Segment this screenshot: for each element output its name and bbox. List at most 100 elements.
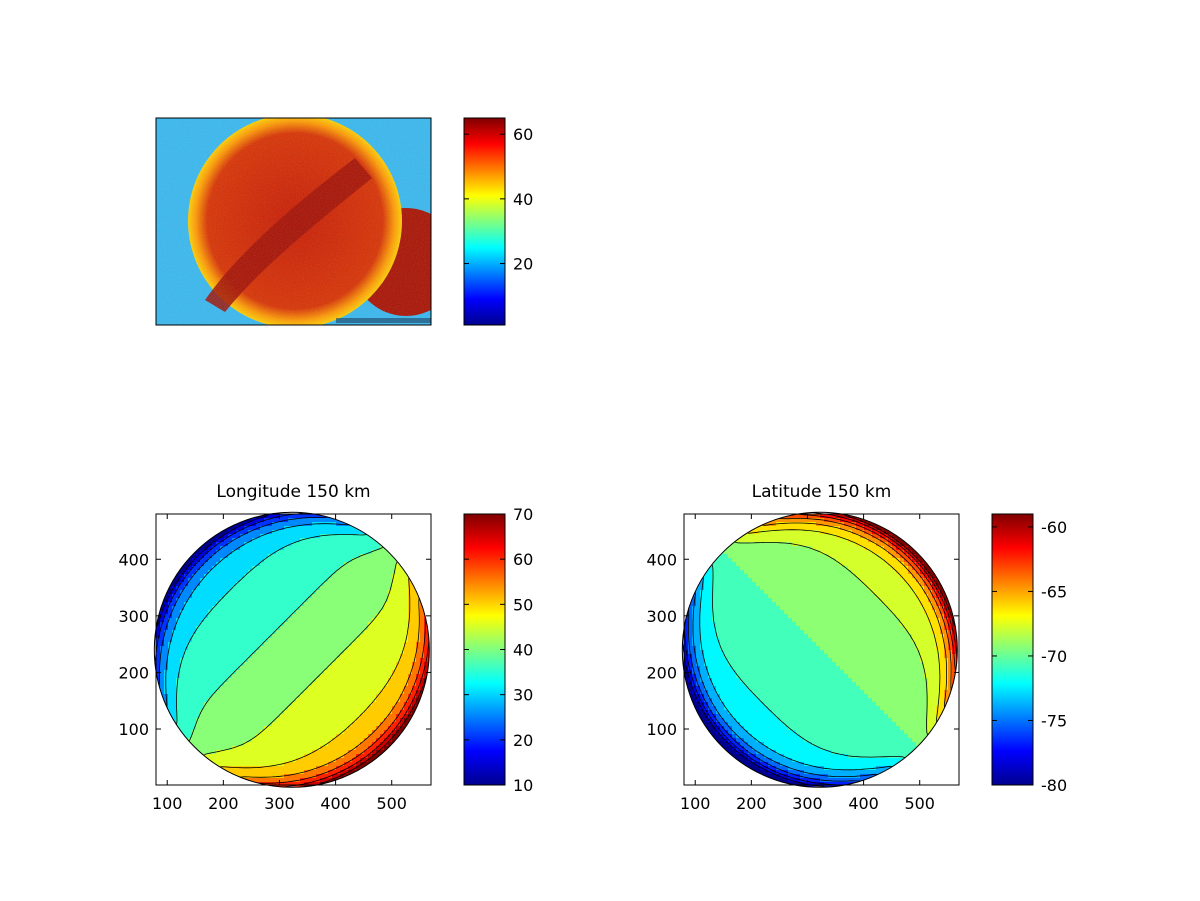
contour-cell: [196, 698, 201, 703]
contour-cell: [724, 550, 729, 555]
contour-cell: [696, 598, 701, 603]
contour-cell: [428, 622, 430, 627]
contour-cell: [332, 710, 337, 715]
contour-cell: [848, 550, 853, 555]
contour-cell: [380, 702, 385, 707]
contour-cell: [188, 714, 193, 719]
contour-cell: [328, 770, 333, 775]
contour-cell: [404, 590, 409, 595]
contour-cell: [748, 570, 753, 575]
contour-cell: [748, 562, 753, 567]
contour-cell: [920, 582, 925, 587]
contour-cell: [304, 766, 309, 771]
contour-cell: [372, 574, 377, 579]
contour-cell: [232, 770, 237, 775]
contour-cell: [244, 754, 249, 759]
contour-cell: [272, 570, 277, 575]
contour-cell: [380, 726, 385, 731]
contour-cell: [744, 594, 749, 599]
contour-cell: [308, 658, 313, 663]
contour-cell: [340, 718, 345, 723]
contour-cell: [244, 594, 249, 599]
contour-cell: [316, 566, 321, 571]
contour-cell: [236, 522, 241, 527]
contour-cell: [348, 742, 353, 747]
contour-cell: [732, 594, 737, 599]
contour-cell: [916, 582, 921, 587]
contour-cell: [888, 526, 893, 531]
contour-cell: [832, 514, 837, 519]
contour-cell: [216, 598, 221, 603]
contour-cell: [280, 742, 285, 747]
contour-cell: [736, 562, 741, 567]
contour-cell: [212, 742, 217, 747]
contour-cell: [324, 526, 329, 531]
contour-cell: [360, 638, 365, 643]
contour-cell: [296, 666, 301, 671]
contour-cell: [328, 582, 333, 587]
contour-cell: [232, 630, 237, 635]
contour-cell: [316, 646, 321, 651]
contour-cell: [420, 642, 425, 647]
contour-cell: [308, 722, 313, 727]
contour-cell: [196, 610, 201, 615]
contour-cell: [232, 562, 237, 567]
contour-cell: [248, 606, 253, 611]
contour-cell: [224, 722, 229, 727]
contour-cell: [168, 710, 173, 715]
contour-cell: [324, 738, 329, 743]
contour-cell: [316, 666, 321, 671]
contour-cell: [244, 522, 249, 527]
contour-cell: [280, 626, 285, 631]
contour-cell: [408, 642, 413, 647]
contour-cell: [212, 610, 217, 615]
contour-cell: [812, 590, 817, 595]
contour-cell: [356, 626, 361, 631]
contour-cell: [240, 654, 245, 659]
contour-cell: [220, 734, 225, 739]
contour-cell: [204, 730, 209, 735]
contour-cell: [904, 582, 909, 587]
contour-cell: [300, 662, 305, 667]
contour-cell: [336, 626, 341, 631]
contour-cell: [340, 598, 345, 603]
contour-cell: [336, 698, 341, 703]
contour-cell: [792, 550, 797, 555]
contour-cell: [188, 710, 193, 715]
contour-cell: [400, 598, 405, 603]
contour-cell: [232, 626, 237, 631]
contour-cell: [300, 714, 305, 719]
contour-cell: [204, 642, 209, 647]
contour-cell: [272, 694, 277, 699]
contour-cell: [368, 602, 373, 607]
contour-cell: [360, 566, 365, 571]
contour-cell: [720, 590, 725, 595]
contour-cell: [344, 562, 349, 567]
contour-cell: [872, 594, 877, 599]
contour-cell: [332, 606, 337, 611]
contour-cell: [336, 738, 341, 743]
contour-cell: [880, 590, 885, 595]
contour-cell: [284, 534, 289, 539]
contour-cell: [220, 698, 225, 703]
contour-cell: [316, 670, 321, 675]
contour-cell: [888, 562, 893, 567]
contour-cell: [224, 666, 229, 671]
contour-cell: [840, 526, 845, 531]
contour-cell: [716, 578, 721, 583]
contour-cell: [176, 594, 181, 599]
contour-cell: [932, 566, 937, 571]
contour-cell: [212, 578, 217, 583]
contour-cell: [336, 674, 341, 679]
contour-cell: [364, 586, 369, 591]
contour-cell: [704, 578, 709, 583]
contour-cell: [384, 554, 389, 559]
contour-cell: [272, 734, 277, 739]
contour-cell: [340, 626, 345, 631]
contour-cell: [360, 706, 365, 711]
contour-cell: [240, 534, 245, 539]
contour-cell: [180, 686, 185, 691]
contour-cell: [332, 726, 337, 731]
contour-cell: [260, 710, 265, 715]
contour-cell: [320, 710, 325, 715]
